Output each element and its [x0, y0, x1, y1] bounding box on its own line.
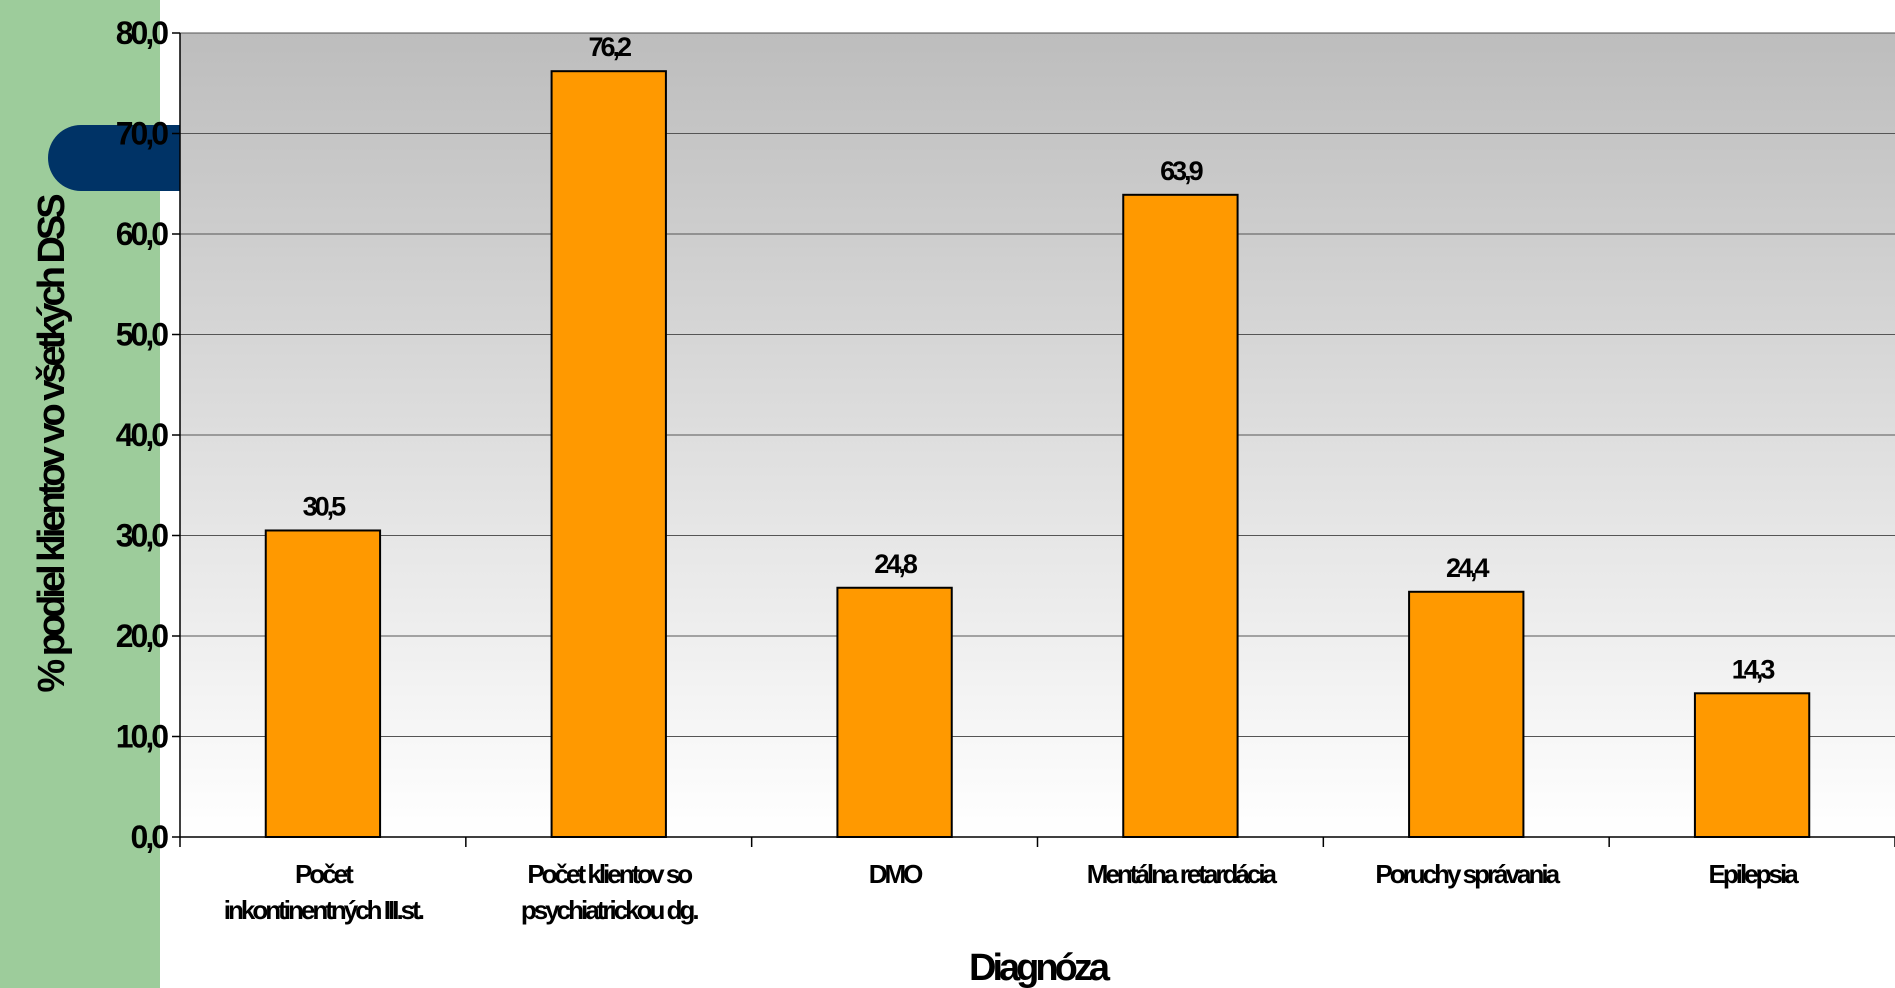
decorative-pill [48, 125, 188, 191]
x-category-label: Epilepsia [1709, 859, 1800, 889]
y-axis-title: % podiel klientov vo všetkých DSS [31, 195, 73, 693]
bar-value-label: 14,3 [1732, 654, 1776, 684]
bar [264, 529, 382, 838]
y-tick-label: 40,0 [116, 417, 168, 453]
bar [1408, 590, 1525, 839]
y-tick-label: 60,0 [116, 216, 168, 252]
bar [1693, 692, 1811, 838]
y-tick-label: 80,0 [116, 15, 168, 51]
bar-value-label: 24,4 [1446, 553, 1490, 583]
bar [1122, 193, 1239, 838]
y-tick-label: 10,0 [116, 719, 168, 755]
bar-value-label: 76,2 [588, 32, 631, 62]
x-axis-title: Diagnóza [969, 947, 1111, 988]
bar [550, 70, 667, 838]
x-category-label: Mentálna retardácia [1087, 859, 1278, 889]
bar-value-label: 30,5 [303, 491, 347, 521]
x-category-label: DMO [869, 859, 923, 889]
y-tick-label: 70,0 [116, 116, 168, 152]
bar [836, 586, 953, 839]
x-category-label: Počet inkontinentných III.st. [224, 859, 424, 925]
x-category-label: Poruchy správania [1375, 859, 1560, 889]
y-tick-label: 20,0 [116, 618, 168, 654]
y-tick-label: 30,0 [116, 518, 168, 554]
x-category-label: Počet klientov so psychiatrickou dg. [521, 859, 698, 925]
bar-value-label: 24,8 [874, 549, 918, 579]
bar-value-label: 63,9 [1160, 156, 1204, 186]
y-tick-label: 0,0 [131, 819, 169, 855]
y-tick-label: 50,0 [116, 317, 168, 353]
